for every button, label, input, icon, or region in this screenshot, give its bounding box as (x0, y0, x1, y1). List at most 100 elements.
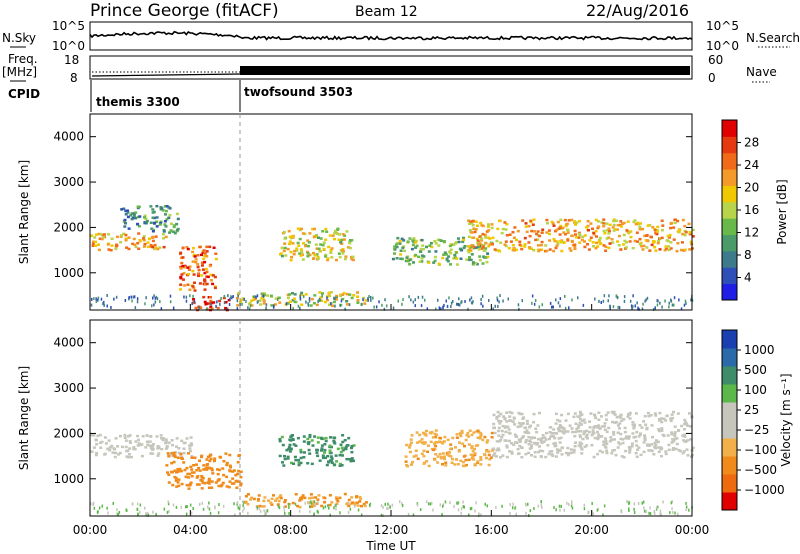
velocity-cell-5-350 (682, 439, 686, 442)
velocity-cell-5-399 (497, 419, 501, 423)
power-cell-1-60 (132, 214, 136, 218)
power-near-range-cell-151 (602, 299, 605, 303)
power-near-range-cell-100 (156, 297, 159, 301)
power-cell-5-7 (329, 249, 333, 252)
power-y-tick-label-3: 4000 (53, 130, 84, 144)
velocity-cell-2-91 (262, 499, 266, 503)
velocity-cell-0-112 (92, 434, 96, 437)
power-cell-3-21 (199, 306, 203, 309)
cpid-label: CPID (8, 87, 40, 101)
power-cell-1-40 (155, 225, 159, 228)
power-cell-5-122 (299, 254, 303, 257)
power-cell-7-96 (583, 234, 587, 237)
power-cell-2-6 (203, 271, 207, 275)
power-cell-7-380 (580, 238, 584, 242)
power-cell-5-58 (315, 247, 319, 250)
velocity-near-range-cell-19 (236, 502, 238, 506)
velocity-near-range-cell-247 (592, 512, 594, 516)
velocity-cell-1-74 (195, 469, 199, 472)
power-cell-0-6 (91, 244, 95, 247)
velocity-cell-5-339 (672, 440, 676, 443)
power-cell-0-16 (106, 243, 110, 246)
velocity-cell-5-462 (683, 418, 687, 422)
power-cell-0-42 (152, 247, 156, 251)
power-cell-0-72 (94, 240, 97, 244)
power-cell-4-27 (300, 303, 304, 306)
velocity-cell-5-423 (618, 443, 622, 446)
power-cell-1-61 (134, 211, 138, 214)
velocity-cell-5-171 (610, 438, 614, 442)
velocity-near-range-cell-97 (167, 502, 170, 506)
power-cell-6-36 (455, 263, 459, 266)
power-near-range-cell-233 (645, 298, 647, 302)
power-cell-7-218 (484, 236, 488, 239)
velocity-cell-2-55 (336, 499, 340, 503)
power-cell-6-134 (478, 255, 482, 258)
velocity-cell-1-132 (239, 470, 243, 473)
power-cell-7-126 (536, 244, 540, 247)
velocity-cell-5-269 (539, 439, 543, 443)
power-cell-5-98 (308, 232, 312, 235)
power-cell-1-54 (127, 227, 131, 230)
velocity-cell-5-476 (689, 438, 692, 441)
power-cell-7-258 (480, 247, 484, 250)
power-cell-6-27 (422, 248, 425, 251)
power-cell-7-129 (643, 234, 647, 238)
power-cell-2-52 (187, 268, 191, 271)
power-cell-7-193 (529, 219, 533, 223)
velocity-cell-1-60 (205, 458, 209, 461)
power-cell-6-52 (399, 253, 403, 256)
power-cell-7-344 (483, 233, 487, 237)
power-cell-0-53 (142, 237, 145, 240)
x-tick-label-2: 08:00 (273, 523, 308, 537)
power-cell-7-212 (470, 222, 474, 225)
power-cell-5-62 (306, 255, 310, 258)
power-near-range-cell-30 (636, 301, 638, 305)
velocity-near-range-cell-140 (93, 506, 96, 510)
velocity-near-range-cell-91 (662, 500, 664, 504)
velocity-cell-1-102 (228, 453, 232, 457)
power-cell-5-121 (302, 242, 305, 245)
power-near-range-cell-16 (103, 303, 105, 307)
velocity-cell-0-100 (103, 453, 107, 456)
velocity-cell-5-103 (601, 450, 605, 454)
velocity-cell-5-163 (548, 450, 552, 453)
velocity-cell-3-27 (320, 444, 324, 447)
velocity-cell-4-53 (429, 440, 433, 444)
power-cell-7-29 (523, 245, 527, 248)
velocity-cell-3-68 (316, 454, 320, 458)
power-cell-7-247 (521, 219, 525, 222)
velocity-near-range-cell-136 (460, 507, 463, 511)
power-cell-4-2 (241, 297, 245, 300)
power-cell-7-86 (605, 222, 609, 225)
velocity-cell-1-5 (221, 481, 225, 485)
velocity-cell-1-98 (217, 484, 221, 488)
power-cell-0-25 (161, 233, 165, 236)
velocity-cell-5-180 (644, 423, 648, 426)
power-cell-5-90 (286, 247, 290, 251)
velocity-cell-0-110 (103, 436, 107, 439)
power-cell-5-8 (340, 242, 344, 245)
power-near-range-cell-63 (424, 298, 426, 302)
power-cell-5-105 (338, 255, 342, 259)
power-cell-6-131 (474, 246, 478, 249)
velocity-near-range-cell-4 (186, 505, 188, 509)
velocity-cell-5-25 (653, 441, 657, 445)
velocity-cell-1-31 (166, 471, 169, 474)
power-cell-0-63 (127, 236, 131, 239)
velocity-cell-0-45 (151, 442, 155, 446)
power-near-range-cell-247 (210, 302, 212, 306)
velocity-cell-3-79 (352, 459, 355, 463)
power-cell-4-84 (328, 291, 331, 295)
power-cell-7-366 (688, 232, 692, 236)
velocity-cell-0-19 (124, 445, 128, 449)
velocity-near-range-cell-162 (309, 505, 311, 509)
power-cell-2-15 (193, 281, 196, 284)
velocity-cell-5-354 (671, 416, 674, 420)
power-cell-7-203 (538, 248, 542, 252)
velocity-y-tick-label-0: 1000 (53, 472, 84, 486)
power-near-range-cell-249 (131, 299, 133, 303)
velocity-cell-5-502 (581, 419, 585, 422)
velocity-near-range-cell-87 (453, 505, 455, 508)
velocity-cell-2-4 (320, 504, 324, 508)
